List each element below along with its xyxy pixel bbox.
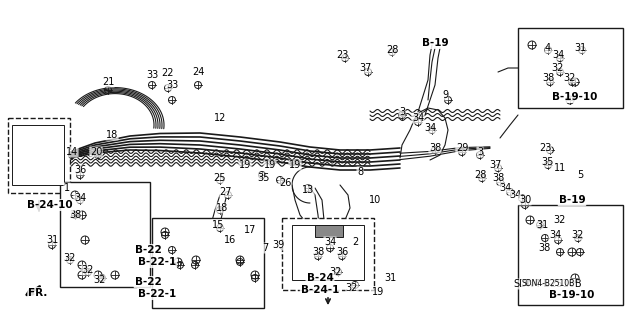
Text: B-19: B-19 <box>422 38 448 48</box>
Bar <box>12 125 64 185</box>
Text: 38: 38 <box>312 247 324 257</box>
Text: 1: 1 <box>64 183 70 193</box>
Text: B-24-10: B-24-10 <box>27 200 73 210</box>
Text: 17: 17 <box>244 225 256 235</box>
Text: 18: 18 <box>106 130 118 140</box>
Text: 37: 37 <box>359 63 371 73</box>
Text: 26: 26 <box>279 178 291 188</box>
Text: B-22-1: B-22-1 <box>138 257 176 267</box>
Bar <box>152 218 264 308</box>
Text: 34: 34 <box>509 190 521 200</box>
Text: 23: 23 <box>539 143 551 153</box>
Text: 32: 32 <box>329 267 341 277</box>
Text: 35: 35 <box>257 173 269 183</box>
Bar <box>60 182 150 287</box>
Bar <box>518 205 623 305</box>
Text: 32: 32 <box>554 215 566 225</box>
Text: 5: 5 <box>577 170 583 180</box>
Text: B-24: B-24 <box>307 273 333 283</box>
Bar <box>292 225 364 280</box>
Text: 36: 36 <box>74 165 86 175</box>
Text: 31: 31 <box>46 235 58 245</box>
Text: 10: 10 <box>369 195 381 205</box>
Text: 29: 29 <box>456 143 468 153</box>
Text: 33: 33 <box>166 80 178 90</box>
Text: 37: 37 <box>489 160 501 170</box>
Text: 32: 32 <box>64 253 76 263</box>
Text: 23: 23 <box>336 50 348 60</box>
Text: 22: 22 <box>162 68 174 78</box>
Text: 3: 3 <box>477 147 483 157</box>
Text: 32: 32 <box>564 73 576 83</box>
Text: B-24-1: B-24-1 <box>301 285 339 295</box>
Text: 34: 34 <box>74 193 86 203</box>
Text: 19: 19 <box>239 160 251 170</box>
Text: 32: 32 <box>572 230 584 240</box>
Text: 15: 15 <box>212 220 224 230</box>
Bar <box>315 225 343 237</box>
Text: B-22-1: B-22-1 <box>138 289 176 299</box>
Text: 35: 35 <box>542 157 554 167</box>
Bar <box>8 118 70 193</box>
Text: 14: 14 <box>66 147 78 157</box>
Text: B-19-10: B-19-10 <box>549 290 595 300</box>
Text: 31: 31 <box>536 220 548 230</box>
Text: 38: 38 <box>542 73 554 83</box>
Text: 34: 34 <box>499 183 511 193</box>
Text: SDN4-B2510B: SDN4-B2510B <box>522 279 575 288</box>
Text: 39: 39 <box>272 240 284 250</box>
Text: 13: 13 <box>302 185 314 195</box>
Text: 12: 12 <box>214 113 226 123</box>
Text: 38: 38 <box>538 243 550 253</box>
Text: 31: 31 <box>574 43 586 53</box>
Text: 34: 34 <box>412 113 424 123</box>
Text: 18: 18 <box>216 203 228 213</box>
Text: 34: 34 <box>324 237 336 247</box>
Text: 19: 19 <box>289 160 301 170</box>
Text: 25: 25 <box>214 173 227 183</box>
Text: B-22: B-22 <box>134 245 161 255</box>
Text: 27: 27 <box>220 187 232 197</box>
Text: 34: 34 <box>549 230 561 240</box>
Text: B-19-10: B-19-10 <box>552 92 598 102</box>
Text: 30: 30 <box>519 195 531 205</box>
Text: FR.: FR. <box>28 288 48 298</box>
Text: 32: 32 <box>346 283 358 293</box>
Bar <box>518 28 623 108</box>
Text: 8: 8 <box>357 167 363 177</box>
Text: 9: 9 <box>442 90 448 100</box>
Text: 7: 7 <box>262 243 268 253</box>
Text: 19: 19 <box>372 287 384 297</box>
Text: 32: 32 <box>94 275 106 285</box>
Text: 33: 33 <box>146 70 158 80</box>
Text: SDN4-B2510B: SDN4-B2510B <box>514 279 582 289</box>
Text: 16: 16 <box>224 235 236 245</box>
Text: 11: 11 <box>554 163 566 173</box>
Text: 31: 31 <box>384 273 396 283</box>
Text: 32: 32 <box>82 265 94 275</box>
Text: 19: 19 <box>264 160 276 170</box>
Text: 21: 21 <box>102 77 114 87</box>
Text: 36: 36 <box>336 247 348 257</box>
Text: B-19: B-19 <box>559 195 586 205</box>
Text: 34: 34 <box>424 123 436 133</box>
Text: 34: 34 <box>552 50 564 60</box>
Text: 24: 24 <box>192 67 204 77</box>
Text: 32: 32 <box>552 63 564 73</box>
Text: 28: 28 <box>474 170 486 180</box>
Text: 2: 2 <box>352 237 358 247</box>
Text: 38: 38 <box>492 173 504 183</box>
Bar <box>282 218 374 290</box>
Text: 3: 3 <box>399 107 405 117</box>
Text: 38: 38 <box>429 143 441 153</box>
Text: 20: 20 <box>90 147 102 157</box>
Text: B-22: B-22 <box>134 277 161 287</box>
Text: 38: 38 <box>69 210 81 220</box>
Text: 28: 28 <box>386 45 398 55</box>
Text: 4: 4 <box>545 43 551 53</box>
